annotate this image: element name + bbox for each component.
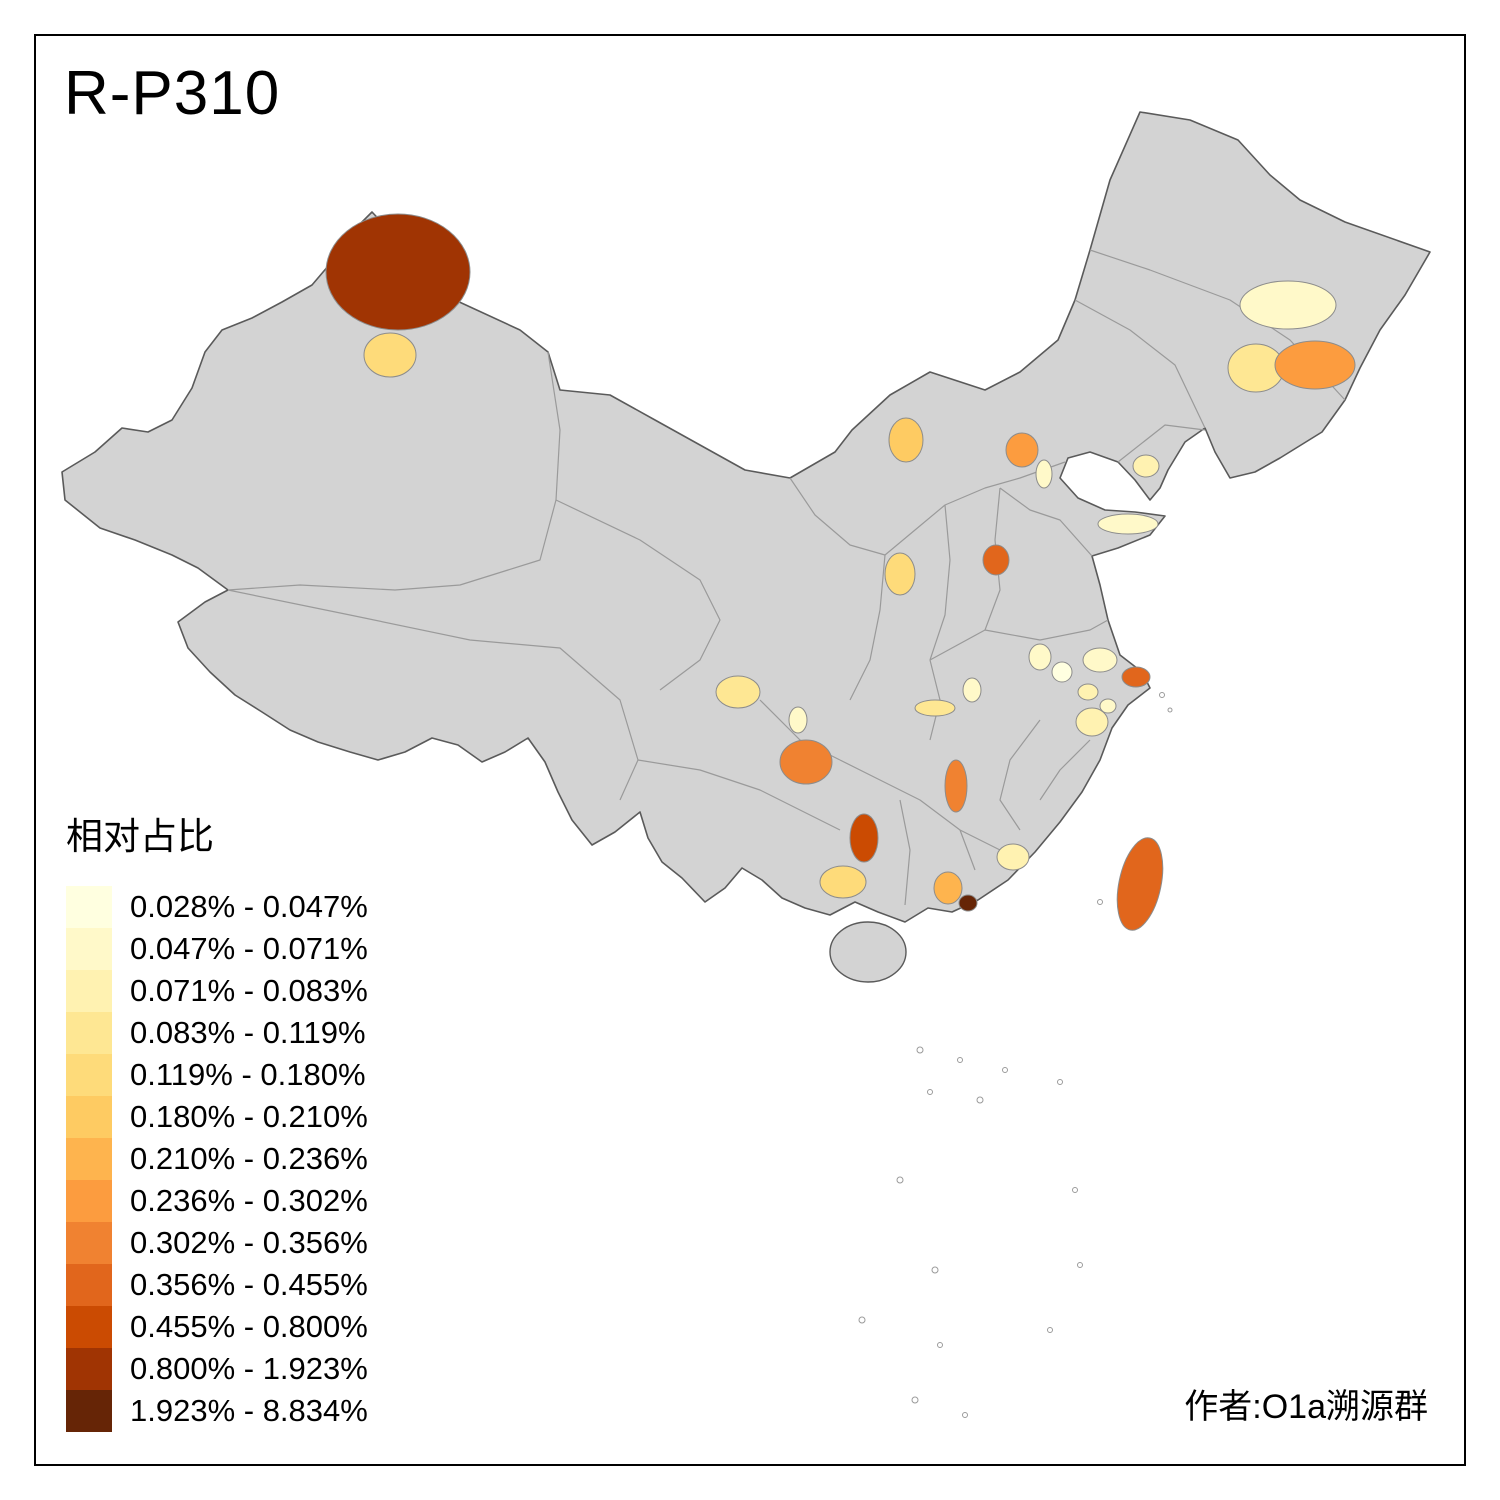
map-region-nanjing-jiangsu [1051, 661, 1073, 683]
legend-label: 0.071% - 0.083% [130, 973, 368, 1008]
legend-row: 0.356% - 0.455% [66, 1264, 368, 1306]
legend-swatch [66, 1222, 112, 1264]
legend-row: 0.028% - 0.047% [66, 886, 368, 928]
legend-label: 0.302% - 0.356% [130, 1225, 368, 1260]
map-region-tangshan-hebei [1132, 454, 1160, 478]
legend-label: 0.356% - 0.455% [130, 1267, 368, 1302]
map-region-shaoyang-hunan [944, 759, 968, 813]
page-title: R-P310 [64, 59, 281, 128]
legend-entries: 0.028% - 0.047% 0.047% - 0.071% 0.071% - 0… [66, 886, 368, 1432]
map-region-chengdu-sichuan [715, 675, 761, 709]
legend-swatch [66, 1348, 112, 1390]
legend-row: 0.800% - 1.923% [66, 1348, 368, 1390]
attribution: 作者:O1a溯源群 [1184, 1388, 1428, 1426]
legend-row: 0.047% - 0.071% [66, 928, 368, 970]
map-region-guangzhou-guangdong [933, 871, 963, 905]
map-region-altay-xinjiang [325, 213, 471, 331]
map-region-zigong-sichuan [788, 706, 808, 734]
map-region-tacheng-xinjiang [363, 332, 417, 378]
map-region-hechi-guangxi [849, 813, 879, 863]
map-region-shenzhen-guangdong [958, 894, 978, 912]
legend-label: 0.455% - 0.800% [130, 1309, 368, 1344]
map-region-yanbian-jilin [1274, 340, 1356, 390]
legend-swatch [66, 1012, 112, 1054]
map-region-beijing [1005, 432, 1039, 468]
hainan-island [829, 921, 907, 983]
map-region-yancheng-jiangsu [1082, 647, 1118, 673]
legend-row: 0.083% - 0.119% [66, 1012, 368, 1054]
legend: 相对占比 0.028% - 0.047% 0.047% - 0.071% 0.071… [66, 806, 368, 1432]
south-china-sea-islets [858, 692, 1173, 1418]
map-region-nanning-guangxi [819, 865, 867, 899]
legend-swatch [66, 1306, 112, 1348]
legend-title: 相对占比 [66, 816, 214, 857]
map-region-binzhou-shandong [1097, 513, 1159, 535]
map-region-hefei-anhui [1028, 643, 1052, 671]
legend-label: 0.047% - 0.071% [130, 931, 368, 966]
legend-label: 0.180% - 0.210% [130, 1099, 368, 1134]
legend-swatch [66, 1390, 112, 1432]
legend-swatch [66, 1138, 112, 1180]
china-outline [61, 111, 1431, 923]
legend-swatch [66, 1054, 112, 1096]
map-region-zhangzhou-fujian [996, 843, 1030, 871]
legend-swatch [66, 970, 112, 1012]
map-region-taiwan [1116, 837, 1164, 931]
legend-row: 0.210% - 0.236% [66, 1138, 368, 1180]
regions-layer [325, 213, 1356, 931]
legend-row: 0.180% - 0.210% [66, 1096, 368, 1138]
legend-row: 0.302% - 0.356% [66, 1222, 368, 1264]
map-region-luliang-shanxi [884, 552, 916, 596]
legend-swatch [66, 886, 112, 928]
legend-label: 0.210% - 0.236% [130, 1141, 368, 1176]
legend-label: 0.028% - 0.047% [130, 889, 368, 924]
legend-label: 1.923% - 8.834% [130, 1393, 368, 1428]
map-region-anqing-anhui [962, 677, 982, 703]
legend-row: 0.455% - 0.800% [66, 1306, 368, 1348]
legend-row: 0.119% - 0.180% [66, 1054, 368, 1096]
map-region-langfang-hebei [1035, 459, 1053, 489]
map-region-xiangyang-hubei [914, 699, 956, 717]
legend-row: 0.236% - 0.302% [66, 1180, 368, 1222]
map-region-shanghai [1121, 666, 1151, 688]
legend-swatch [66, 928, 112, 970]
legend-label: 0.236% - 0.302% [130, 1183, 368, 1218]
legend-label: 0.800% - 1.923% [130, 1351, 368, 1386]
map-region-huzhou-zhejiang [1099, 698, 1117, 714]
legend-swatch [66, 1096, 112, 1138]
legend-row: 0.071% - 0.083% [66, 970, 368, 1012]
map-region-baotou-inner-mongolia [888, 417, 924, 463]
map-region-suzhou-jiangsu [1077, 683, 1099, 701]
legend-label: 0.119% - 0.180% [130, 1057, 366, 1092]
legend-swatch [66, 1180, 112, 1222]
legend-row: 1.923% - 8.834% [66, 1390, 368, 1432]
legend-label: 0.083% - 0.119% [130, 1015, 366, 1050]
map-region-jiaozuo-henan [982, 544, 1010, 576]
map-region-guiyang-guizhou [779, 739, 833, 785]
map-region-suihua-heilongjiang [1239, 280, 1337, 330]
legend-swatch [66, 1264, 112, 1306]
map-region-hangzhou-zhejiang [1075, 707, 1109, 737]
